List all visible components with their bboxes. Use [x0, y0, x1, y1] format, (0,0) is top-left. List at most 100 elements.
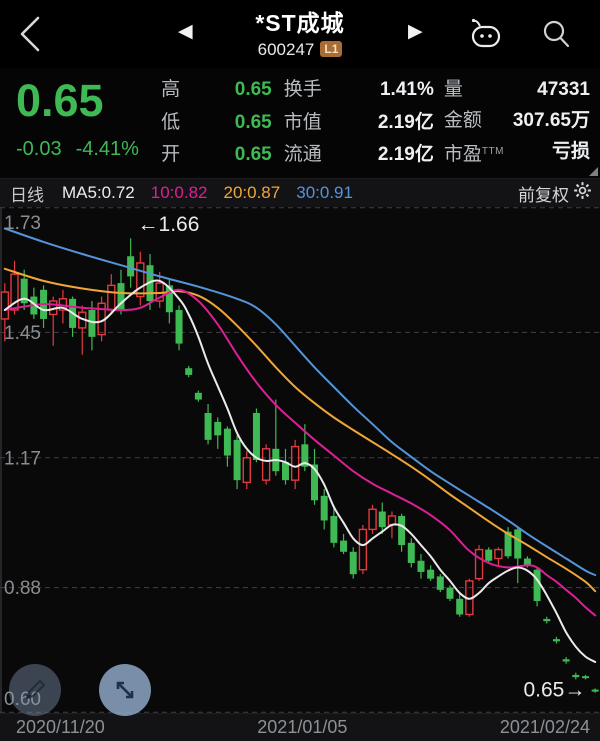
ma-line-ma5: [3, 279, 597, 663]
svg-text:1.73: 1.73: [4, 213, 41, 234]
gridlines: [0, 207, 600, 713]
next-stock-button[interactable]: ▶: [408, 21, 423, 42]
candle: [272, 399, 280, 476]
candle: [474, 545, 484, 581]
ma30-legend: 30:0.91: [296, 183, 353, 202]
candle: [40, 285, 48, 328]
candle: [407, 538, 415, 568]
candle: [562, 657, 570, 664]
search-icon: [543, 20, 570, 48]
amount-label: 金额: [443, 110, 482, 131]
candle: [78, 305, 87, 355]
stock-code: 600247: [257, 40, 315, 59]
candle: [107, 274, 116, 315]
candle: [0, 283, 10, 342]
candle: [398, 513, 406, 552]
expand-quote-corner[interactable]: [589, 167, 598, 176]
candle: [456, 592, 464, 617]
price-annotation: ←1.66: [138, 213, 200, 236]
candle: [358, 524, 368, 575]
candle: [252, 408, 260, 463]
candle: [436, 574, 444, 593]
diagonal-arrows-icon: [116, 681, 134, 699]
candle: [320, 489, 328, 530]
draw-tool-button[interactable]: [9, 664, 61, 716]
candle: [417, 554, 425, 579]
ttm-superscript: TTM: [481, 146, 504, 157]
ohl-column: 高 0.65 低 0.65 开 0.65: [161, 68, 272, 178]
candle: [543, 616, 551, 624]
open-value: 0.65: [234, 144, 272, 165]
ma5-legend: MA5:0.72: [62, 183, 135, 202]
y-axis-labels: 1.73 1.45 1.17 0.88 0.60: [4, 213, 41, 710]
back-button[interactable]: [14, 12, 48, 56]
date-end: 2021/02/24: [499, 717, 590, 737]
volume-column: 量 47331 金额 307.65万 市盈TTM 亏损: [444, 68, 590, 178]
float-label: 流通: [283, 144, 322, 165]
last-price: 0.65: [16, 75, 104, 126]
candle: [378, 502, 386, 534]
low-label: 低: [161, 111, 181, 133]
candle: [581, 674, 589, 680]
price-annotation: 0.65→: [523, 679, 585, 702]
high-value: 0.65: [234, 79, 272, 100]
candle: [242, 451, 251, 490]
prev-stock-button[interactable]: ◀: [178, 21, 193, 42]
candle: [533, 567, 541, 607]
stock-code-row: 600247 L1: [0, 40, 600, 60]
chart-toolbar: 日线 MA5:0.72 10:0.82 20:0.87 30:0.91 前复权: [0, 178, 600, 207]
search-button[interactable]: [536, 14, 576, 54]
turnover-value: 1.41%: [379, 79, 434, 100]
candle: [281, 448, 289, 485]
candle: [330, 507, 338, 548]
candle: [69, 296, 77, 337]
candle: [591, 688, 599, 693]
candle: [165, 278, 173, 324]
svg-text:1.17: 1.17: [4, 448, 41, 469]
candle: [494, 547, 503, 566]
candle: [214, 417, 222, 449]
back-chevron-icon: [20, 16, 40, 52]
candle: [136, 251, 145, 306]
candle: [504, 527, 512, 559]
quote-panel[interactable]: 0.65 -0.03 -4.41% 高 0.65 低 0.65 开 0.65 换手 1.4…: [0, 68, 600, 178]
price-change: -0.03 -4.41%: [16, 138, 161, 161]
l1-quote-badge: L1: [320, 41, 343, 57]
candle: [175, 305, 183, 351]
gear-icon: [573, 181, 592, 205]
volume-value: 47331: [537, 79, 590, 100]
candle: [204, 404, 212, 445]
marketcap-label: 市值: [283, 111, 322, 133]
candlestick-chart[interactable]: 1.73 1.45 1.17 0.88 0.60 ←1.66 0.65→: [0, 207, 600, 713]
ma-line-ma30: [3, 227, 597, 577]
candle: [127, 238, 135, 288]
candle: [10, 260, 19, 315]
svg-text:1.45: 1.45: [4, 323, 41, 344]
pe-label: 市盈TTM: [443, 144, 504, 165]
marketcap-value: 2.19亿: [377, 111, 434, 133]
open-label: 开: [161, 144, 181, 165]
volume-label: 量: [443, 79, 463, 100]
candle: [311, 448, 319, 505]
pe-value: 亏损: [551, 141, 590, 162]
candle: [233, 435, 241, 490]
candle: [185, 365, 193, 378]
period-selector-daily[interactable]: 日线: [10, 185, 44, 205]
ma-line-ma10: [3, 288, 597, 617]
resize-chart-button[interactable]: [99, 664, 151, 716]
candle: [340, 533, 348, 555]
pencil-icon: [26, 680, 45, 699]
high-label: 高: [161, 79, 181, 100]
date-start: 2020/11/20: [16, 717, 105, 737]
svg-text:0.60: 0.60: [4, 689, 41, 710]
date-middle: 2021/01/05: [257, 717, 348, 737]
candle: [194, 390, 202, 402]
adjust-mode-button[interactable]: 前复权: [518, 181, 600, 206]
candle: [349, 547, 357, 579]
assistant-button[interactable]: [466, 14, 506, 54]
adjust-mode-label: 前复权: [518, 185, 569, 205]
candles-layer: [0, 238, 599, 693]
kline-chart-area[interactable]: 1.73 1.45 1.17 0.88 0.60 ←1.66 0.65→: [0, 207, 600, 713]
candle: [427, 565, 435, 581]
candle: [223, 426, 231, 467]
